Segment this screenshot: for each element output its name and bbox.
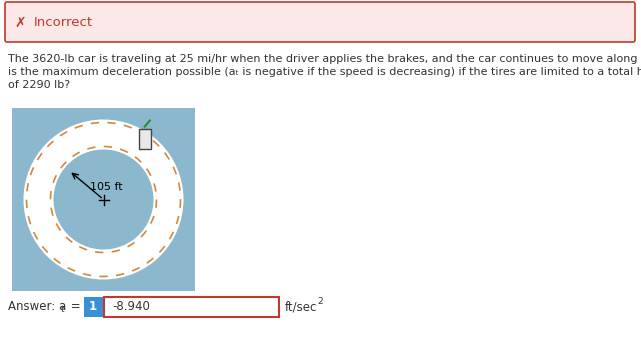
Bar bbox=[84, 297, 103, 317]
Text: is the maximum deceleration possible (aₜ is negative if the speed is decreasing): is the maximum deceleration possible (aₜ… bbox=[8, 67, 641, 77]
Bar bbox=[139, 128, 151, 149]
Text: -8.940: -8.940 bbox=[112, 301, 150, 313]
Text: 105 ft: 105 ft bbox=[90, 183, 122, 192]
Bar bbox=[12, 108, 195, 291]
Text: Answer: a: Answer: a bbox=[8, 301, 66, 313]
Text: t: t bbox=[61, 306, 65, 314]
Text: of 2290 lb?: of 2290 lb? bbox=[8, 80, 70, 90]
Ellipse shape bbox=[53, 150, 153, 249]
Bar bbox=[104, 297, 279, 317]
Text: ft/sec: ft/sec bbox=[285, 301, 317, 313]
Text: ✗: ✗ bbox=[14, 16, 26, 30]
Text: 1: 1 bbox=[89, 301, 97, 313]
Text: The 3620-lb car is traveling at 25 mi/hr when the driver applies the brakes, and: The 3620-lb car is traveling at 25 mi/hr… bbox=[8, 54, 641, 64]
Text: Incorrect: Incorrect bbox=[34, 17, 93, 30]
FancyBboxPatch shape bbox=[5, 2, 635, 42]
Ellipse shape bbox=[24, 120, 183, 279]
Text: =: = bbox=[67, 301, 81, 313]
Text: 2: 2 bbox=[317, 298, 322, 306]
